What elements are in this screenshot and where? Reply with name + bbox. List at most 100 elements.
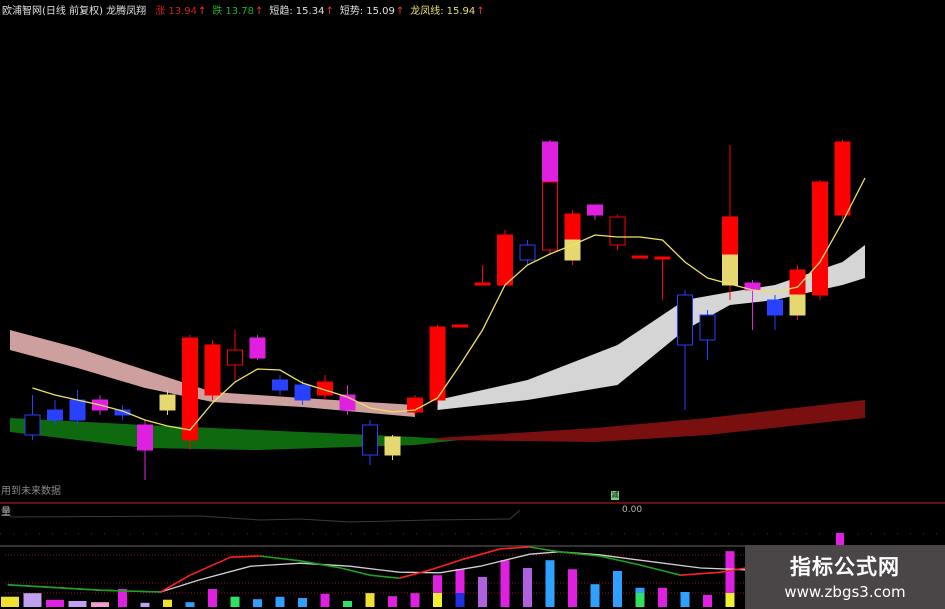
chart-header: 欧浦智网(日线 前复权) 龙腾凤翔 涨 13.94↑ 跌 13.78↑ 短趋: 15.34… [2,2,497,17]
candle-body [114,409,131,416]
indicator-bar-base [635,593,645,607]
indicator-signal-segment [189,556,231,576]
candle-body [182,337,198,441]
candle-body [812,181,828,296]
indicator-signal-segment [340,567,371,576]
indicator-bar [46,599,64,607]
candle-body [429,326,446,401]
indicator-bar [545,560,555,607]
header-indicator-label: 跌 [212,6,223,17]
candle-body [632,255,648,259]
header-indicator-value: 13.94 [168,6,197,17]
indicator-bar [253,599,262,607]
indicator-bar [523,568,532,607]
indicator-bar-base [1,596,19,607]
header-indicator-arrow: ↑ [255,6,264,17]
candle-body [542,141,558,183]
volume-bar [836,533,844,546]
header-indicator-arrow: ↑ [476,6,485,17]
indicator-signal-segment [259,555,301,562]
indicator-bar-base [163,599,172,607]
candle-body-lower [722,254,738,286]
stock-title: 欧浦智网(日线 前复权) 龙腾凤翔 [2,6,147,17]
indicator-signal-segment [680,571,722,576]
indicator-white-line [7,551,746,593]
candle-body [497,234,513,286]
candle-body [587,204,603,216]
header-indicator: 短趋: 15.34↑ [269,6,333,17]
indicator-bar [613,571,622,607]
candle-body [609,216,626,246]
candle-body-lower [542,181,558,251]
indicator-signal-segment [160,574,191,593]
indicator-bar [68,601,87,607]
indicator-bar [568,569,577,607]
candle-body [159,394,176,411]
indicator-signal-segment [599,555,641,566]
watermark-url: www.zbgs3.com [784,583,906,601]
indicator-signal-segment [459,548,501,561]
indicator-bar [320,593,330,607]
indicator-bar-base [725,593,735,607]
header-indicator-arrow: ↑ [395,6,405,17]
candle-body [789,269,806,296]
candle-body [767,299,783,316]
header-indicator: 跌 13.78↑ [212,6,263,17]
candle-body [699,314,716,341]
indicator-bar [455,569,465,607]
header-indicator-label: 涨 [155,6,166,17]
indicator-bar [703,595,712,607]
candle-body [654,256,671,260]
indicator-signal-segment [529,546,560,553]
header-indicator: 龙凤线: 15.94↑ [410,6,484,17]
candle-body [249,337,266,359]
candle-body [47,409,63,421]
header-indicator-arrow: ↑ [198,6,207,17]
indicator-signal-segment [639,564,681,576]
indicator-bar-base [230,596,240,607]
green-band [10,418,460,450]
indicator-bar [658,587,667,607]
indicator-signal-segment [558,551,600,557]
candle-body [564,213,581,241]
indicator-signal-segment [399,569,431,579]
indicator-bar [410,593,420,607]
volume-value: 0.00 [622,505,643,515]
header-indicator-value: 15.94 [446,6,476,17]
indicator-bar [140,602,150,607]
candle-body [204,344,221,396]
indicator-bar [185,602,195,607]
header-indicator-label: 龙凤线: [410,6,444,17]
candle-body [272,379,288,391]
candle-body-lower [564,239,581,261]
candle-body [452,324,468,328]
indicator-bar [500,560,510,607]
indicator-bar [343,601,352,607]
candle-body [294,384,311,401]
indicator-bar [433,575,442,607]
trend-line [32,177,866,431]
candle-body-lower [789,294,806,316]
indicator-signal-segment [230,555,260,558]
indicator-bar [91,602,109,607]
candle-body [834,141,851,216]
candle-body [137,424,153,451]
indicator-signal-segment [430,559,461,571]
darkred-band [437,400,865,442]
header-indicator-value: 15.09 [366,6,395,17]
indicator-signal-segment [369,574,400,579]
volume-label: 量 [1,507,11,518]
indicator-signal-segment [500,546,530,550]
indicator-bar [298,598,307,607]
candle-body [384,436,401,456]
header-indicator-label: 短趋: [269,6,293,17]
indicator-bar-base [433,593,442,607]
indicator-bar [590,584,600,607]
indicator-bar [725,551,735,607]
indicator-bar [208,589,217,607]
header-indicator-arrow: ↑ [325,6,334,17]
header-indicator: 短势: 15.09↑ [340,6,404,17]
indicator-bar [388,596,397,607]
